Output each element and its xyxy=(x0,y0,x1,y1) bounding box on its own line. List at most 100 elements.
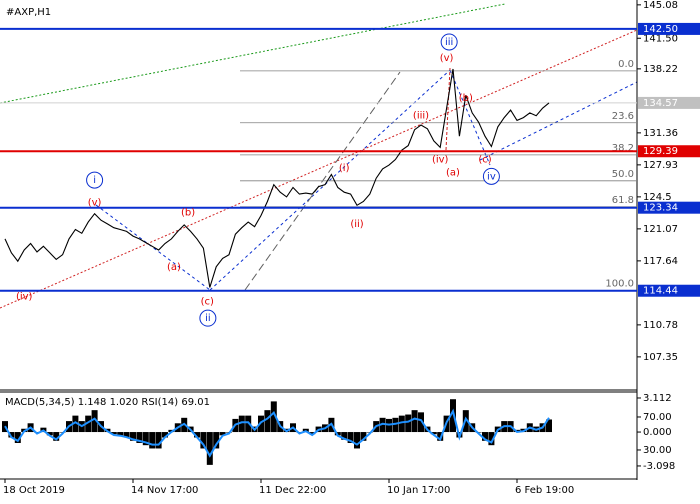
trend-line xyxy=(0,3,506,104)
price-line xyxy=(4,68,550,288)
wave-label: (b) xyxy=(181,208,195,219)
wave-circle xyxy=(440,33,458,51)
macd-bar xyxy=(142,432,149,446)
y-tick-label: -3.098 xyxy=(643,461,675,472)
wave-label: (v) xyxy=(88,197,102,208)
rsi-line xyxy=(4,408,550,458)
macd-bar xyxy=(341,432,348,440)
y-tick-label: 124.5 xyxy=(643,192,672,203)
macd-bar xyxy=(488,432,495,446)
macd-bar xyxy=(53,432,60,441)
last-price-box xyxy=(638,96,700,109)
macd-bar xyxy=(130,432,136,441)
y-tick-label: 117.64 xyxy=(643,256,678,267)
macd-bar xyxy=(354,432,360,449)
wave-label: (b) xyxy=(459,93,473,104)
macd-bar xyxy=(85,415,92,433)
fib-label: 100.0 xyxy=(605,279,634,290)
level-label: 129.39 xyxy=(643,146,678,157)
wave-label: iv xyxy=(487,171,496,182)
y-tick-label: 110.78 xyxy=(643,320,678,331)
level-label-box xyxy=(638,145,700,158)
macd-bar xyxy=(72,415,79,433)
macd-bar xyxy=(450,399,456,433)
y2-tick-label: 30.00 xyxy=(643,445,672,456)
wave-line xyxy=(449,69,491,166)
wave-label: (iii) xyxy=(413,111,429,122)
wave-label: (c) xyxy=(478,155,491,166)
macd-bar xyxy=(91,410,98,433)
level-label: 142.50 xyxy=(643,24,678,35)
macd-bar xyxy=(200,432,207,449)
wave-line xyxy=(209,69,451,291)
y-tick-label: 3.112 xyxy=(643,393,672,404)
level-label-box xyxy=(638,284,700,297)
macd-bar xyxy=(546,419,552,433)
macd-bar xyxy=(194,432,200,438)
macd-bar xyxy=(117,432,124,436)
macd-bar xyxy=(219,432,226,436)
fib-label: 50.0 xyxy=(612,169,634,180)
macd-bar xyxy=(8,432,15,438)
wave-label: iii xyxy=(445,37,453,48)
y-tick-label: 121.07 xyxy=(643,224,678,235)
wave-label: (i) xyxy=(339,163,350,174)
macd-bar xyxy=(437,432,444,441)
macd-bar xyxy=(264,410,271,433)
macd-bar xyxy=(110,432,117,435)
x-tick-label: 14 Nov 17:00 xyxy=(131,485,198,496)
indicator-title: MACD(5,34,5) 1.148 1.020 RSI(14) 69.01 xyxy=(5,397,210,408)
y-tick-label: 107.35 xyxy=(643,352,678,363)
macd-bar xyxy=(213,432,220,449)
macd-bar xyxy=(379,417,386,433)
macd-bar xyxy=(398,415,405,433)
last-price-label: 134.57 xyxy=(643,98,678,109)
y-tick-label: 138.22 xyxy=(643,64,678,75)
x-tick-label: 11 Dec 22:00 xyxy=(259,485,326,496)
wave-line xyxy=(445,67,451,151)
macd-bar xyxy=(238,415,245,433)
y-tick-label: 127.93 xyxy=(643,160,678,171)
macd-bar xyxy=(392,417,399,433)
wave-label: (a) xyxy=(446,168,460,179)
macd-bar xyxy=(411,410,418,433)
macd-bar xyxy=(155,432,162,449)
y-tick-label: 131.36 xyxy=(643,128,678,139)
macd-bar xyxy=(405,414,412,433)
wave-label: i xyxy=(93,175,96,186)
fib-label: 38.2 xyxy=(612,143,634,154)
macd-bar xyxy=(136,432,143,443)
wave-label: (v) xyxy=(440,53,454,64)
y-tick-label: 141.50 xyxy=(643,33,678,44)
x-tick-label: 6 Feb 19:00 xyxy=(515,485,574,496)
x-tick-label: 18 Oct 2019 xyxy=(3,485,65,496)
macd-bar xyxy=(360,432,367,441)
macd-bar xyxy=(206,432,213,465)
wave-circle xyxy=(199,309,217,327)
chart-title: #AXP,H1 xyxy=(6,7,51,18)
macd-bar xyxy=(149,432,156,449)
macd-bar xyxy=(347,432,354,443)
fib-label: 23.6 xyxy=(612,111,634,122)
fib-label: 61.8 xyxy=(612,195,634,206)
macd-bar xyxy=(162,432,168,438)
macd-bar xyxy=(430,432,437,435)
level-label-box xyxy=(638,22,700,35)
macd-bar xyxy=(46,432,53,436)
wave-label: (a) xyxy=(167,262,181,273)
macd-bar xyxy=(309,432,316,435)
level-label-box xyxy=(638,201,700,214)
macd-bar xyxy=(123,432,130,438)
macd-bar xyxy=(482,432,488,441)
macd-bar xyxy=(14,432,21,443)
macd-bar xyxy=(270,401,277,433)
fib-label: 0.0 xyxy=(618,59,634,70)
macd-bar xyxy=(418,412,424,433)
y-tick-label: 0.000 xyxy=(643,427,672,438)
wave-label: (c) xyxy=(201,296,214,307)
level-label: 123.34 xyxy=(643,203,678,214)
x-tick-label: 10 Jan 17:00 xyxy=(387,485,450,496)
y-tick-label: 145.08 xyxy=(643,0,678,11)
